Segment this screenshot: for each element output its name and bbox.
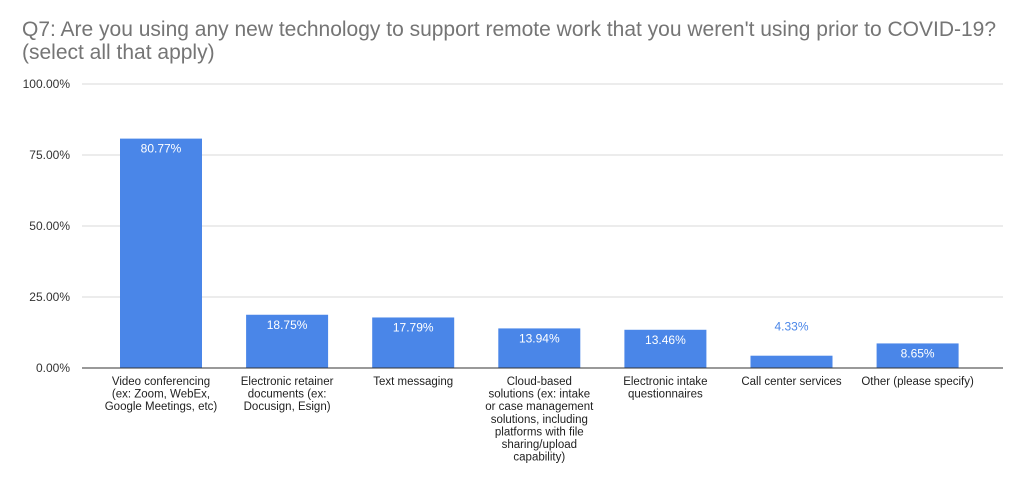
bar — [246, 314, 329, 368]
category-labels: Video conferencing (ex: Zoom, WebEx, Googl… — [105, 376, 974, 464]
category-label: Cloud-based solutions (ex: intake or case … — [485, 376, 594, 464]
data-label: 17.79% — [393, 320, 434, 334]
gridlines — [82, 83, 1003, 298]
data-label: 80.77% — [141, 142, 182, 156]
bar — [372, 317, 455, 368]
category-label: Electronic intake questionnaires — [623, 376, 707, 401]
y-tick-label: 50.00% — [29, 219, 70, 233]
category-label: Video conferencing (ex: Zoom, WebEx, Googl… — [105, 376, 218, 413]
bar — [750, 355, 833, 368]
category-label: Electronic retainer documents (ex: Docusig… — [241, 376, 334, 413]
data-label: 4.33% — [774, 320, 808, 334]
y-axis-tick-labels: 0.00% 25.00% 50.00% 75.00% 100.00% — [23, 77, 71, 375]
bar — [876, 343, 959, 368]
category-label: Call center services — [741, 376, 842, 388]
y-tick-label: 25.00% — [29, 290, 70, 304]
category-label: Other (please specify) — [861, 376, 974, 388]
chart-title: Q7: Are you using any new technology to … — [22, 18, 1012, 64]
y-tick-label: 0.00% — [36, 361, 70, 375]
bar — [624, 329, 707, 368]
data-label: 8.65% — [901, 346, 935, 360]
y-tick-label: 100.00% — [23, 77, 71, 91]
y-tick-label: 75.00% — [29, 148, 70, 162]
value-labels: 80.77% 18.75% 17.79% 13.94% 13.46% 4.33% 8.65% — [141, 142, 935, 361]
data-label: 13.94% — [519, 331, 560, 345]
bar — [120, 138, 202, 368]
category-label: Text messaging — [373, 376, 453, 388]
data-label: 18.75% — [267, 318, 308, 332]
chart-title-line-2: (select all that apply) — [22, 41, 215, 64]
bar — [498, 328, 581, 368]
data-label: 13.46% — [645, 333, 686, 347]
bars — [120, 138, 959, 368]
chart-title-line-1: Q7: Are you using any new technology to … — [22, 18, 997, 41]
